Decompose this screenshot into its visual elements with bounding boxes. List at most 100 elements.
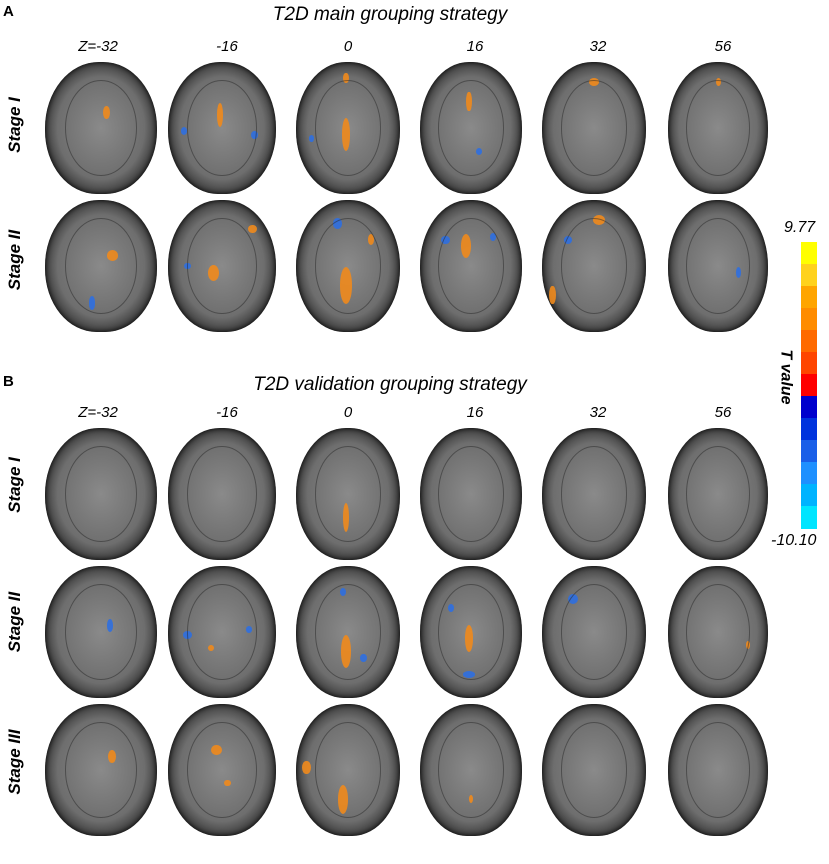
colorbar-segment bbox=[801, 330, 817, 353]
activation-cluster bbox=[103, 105, 110, 119]
activation-cluster bbox=[211, 744, 222, 756]
activation-cluster bbox=[216, 102, 224, 127]
brain-slice-image bbox=[420, 704, 522, 836]
activation-cluster bbox=[441, 235, 450, 244]
brain-slice-image bbox=[542, 566, 646, 698]
activation-cluster bbox=[207, 644, 215, 652]
stage-label-b-1: Stage I bbox=[5, 457, 24, 513]
activation-cluster bbox=[735, 267, 741, 278]
activation-cluster bbox=[247, 225, 257, 233]
colorbar-segment bbox=[801, 374, 817, 397]
colorbar-max-label: 9.77 bbox=[784, 219, 816, 236]
brain-slice-image bbox=[296, 704, 400, 836]
z-label-b-2: -16 bbox=[216, 404, 238, 421]
z-label-b-3: 0 bbox=[343, 404, 353, 421]
panel-b-letter: B bbox=[3, 373, 14, 390]
z-label-b-1: Z=-32 bbox=[78, 404, 118, 421]
colorbar-segment bbox=[801, 506, 817, 529]
brain-slice-image bbox=[296, 566, 400, 698]
brain-slice-image bbox=[542, 200, 646, 332]
activation-cluster bbox=[106, 618, 114, 632]
activation-cluster bbox=[180, 126, 188, 135]
brain-slice-image bbox=[45, 566, 157, 698]
activation-cluster bbox=[337, 784, 348, 814]
z-label-a-6: 56 bbox=[714, 38, 732, 55]
activation-cluster bbox=[302, 760, 311, 774]
colorbar-segment bbox=[801, 440, 817, 463]
brain-slice-image bbox=[296, 62, 400, 194]
activation-cluster bbox=[106, 250, 118, 261]
brain-slice-image bbox=[45, 428, 157, 560]
activation-cluster bbox=[466, 91, 472, 112]
brain-slice-image bbox=[668, 566, 768, 698]
brain-slice-image bbox=[420, 200, 522, 332]
colorbar-segment bbox=[801, 352, 817, 375]
activation-cluster bbox=[309, 135, 315, 142]
z-label-a-3: 0 bbox=[343, 38, 353, 55]
stage-label-b-2: Stage II bbox=[5, 591, 24, 653]
brain-slice-image bbox=[542, 704, 646, 836]
z-label-b-4: 16 bbox=[466, 404, 484, 421]
brain-slice-image bbox=[45, 704, 157, 836]
brain-slice-image bbox=[168, 428, 276, 560]
colorbar-segment bbox=[801, 264, 817, 287]
brain-slice-image bbox=[168, 62, 276, 194]
activation-cluster bbox=[468, 795, 474, 803]
activation-cluster bbox=[207, 264, 219, 281]
brain-slice-image bbox=[420, 62, 522, 194]
z-label-b-6: 56 bbox=[714, 404, 732, 421]
brain-slice-image bbox=[420, 566, 522, 698]
activation-cluster bbox=[462, 670, 476, 678]
activation-cluster bbox=[447, 604, 454, 613]
activation-cluster bbox=[367, 234, 374, 245]
activation-cluster bbox=[568, 593, 579, 605]
brain-slice-image bbox=[168, 566, 276, 698]
brain-slice-image bbox=[168, 704, 276, 836]
activation-cluster bbox=[339, 588, 346, 597]
activation-cluster bbox=[340, 635, 352, 669]
brain-slice-image bbox=[45, 62, 157, 194]
colorbar bbox=[801, 242, 817, 529]
stage-label-a-2: Stage II bbox=[5, 229, 24, 291]
activation-cluster bbox=[549, 285, 556, 305]
z-label-a-5: 32 bbox=[589, 38, 607, 55]
activation-cluster bbox=[343, 72, 349, 84]
stage-label-b-3: Stage III bbox=[5, 729, 24, 795]
colorbar-min-label: -10.10 bbox=[771, 532, 817, 549]
activation-cluster bbox=[341, 118, 351, 152]
brain-slice-image bbox=[168, 200, 276, 332]
brain-slice-image bbox=[668, 428, 768, 560]
z-label-a-1: Z=-32 bbox=[78, 38, 118, 55]
brain-slice-image bbox=[668, 62, 768, 194]
panel-a-letter: A bbox=[3, 3, 14, 20]
activation-cluster bbox=[490, 233, 497, 241]
colorbar-segment bbox=[801, 286, 817, 309]
brain-slice-image bbox=[296, 428, 400, 560]
activation-cluster bbox=[108, 750, 117, 764]
activation-cluster bbox=[183, 630, 192, 639]
colorbar-segment bbox=[801, 484, 817, 507]
activation-cluster bbox=[224, 779, 231, 787]
colorbar-segment bbox=[801, 242, 817, 265]
activation-cluster bbox=[88, 296, 96, 310]
activation-cluster bbox=[360, 654, 367, 663]
z-label-a-2: -16 bbox=[216, 38, 238, 55]
activation-cluster bbox=[251, 130, 258, 139]
activation-cluster bbox=[563, 235, 573, 244]
brain-slice-image bbox=[668, 704, 768, 836]
panel-a-title: T2D main grouping strategy bbox=[272, 4, 508, 25]
activation-cluster bbox=[333, 218, 342, 230]
brain-slice-image bbox=[296, 200, 400, 332]
stage-label-a-1: Stage I bbox=[5, 97, 24, 153]
activation-cluster bbox=[592, 214, 606, 226]
z-label-b-5: 32 bbox=[589, 404, 607, 421]
brain-slice-image bbox=[542, 428, 646, 560]
colorbar-segment bbox=[801, 462, 817, 485]
brain-slice-image bbox=[668, 200, 768, 332]
brain-slice-image bbox=[420, 428, 522, 560]
activation-cluster bbox=[464, 625, 474, 652]
colorbar-title: T value bbox=[777, 349, 795, 405]
activation-cluster bbox=[342, 503, 350, 533]
activation-cluster bbox=[460, 234, 471, 259]
activation-cluster bbox=[339, 267, 353, 305]
